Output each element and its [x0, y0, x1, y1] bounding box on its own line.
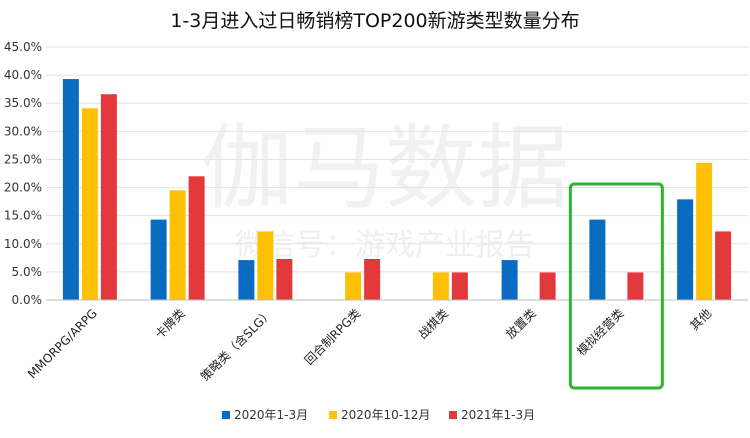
y-tick-label: 40.0% — [4, 68, 42, 82]
bar — [169, 190, 186, 300]
bar — [364, 258, 381, 300]
watermark-logo-text: 伽马数据 — [201, 115, 569, 222]
bar — [696, 162, 713, 300]
legend-swatch — [449, 411, 457, 419]
x-axis-categories: MMORPG/ARPG 卡牌类 策略类（含SLG） 回合制RPG类 战棋类 放置类 模拟经营… — [25, 306, 714, 384]
bar — [677, 199, 694, 300]
bar — [62, 79, 79, 301]
bar — [150, 219, 167, 300]
y-tick-label: 5.0% — [12, 265, 43, 279]
y-tick-label: 35.0% — [4, 96, 42, 110]
x-category-label: 模拟经营类 — [574, 306, 626, 358]
x-category-label: 放置类 — [503, 306, 539, 342]
legend-label: 2020年10-12月 — [341, 408, 430, 422]
bars — [62, 79, 732, 301]
bar — [501, 260, 518, 300]
bar — [100, 94, 117, 300]
x-category-label: MMORPG/ARPG — [25, 306, 100, 381]
bar — [257, 231, 274, 300]
x-category-label: 策略类（含SLG） — [197, 306, 275, 384]
x-category-label: 回合制RPG类 — [301, 306, 363, 368]
bar — [276, 258, 293, 300]
x-category-label: 其他 — [687, 306, 714, 333]
bar — [345, 272, 362, 300]
legend-label: 2021年1-3月 — [461, 408, 535, 422]
chart-title: 1-3月进入过日畅销榜TOP200新游类型数量分布 — [170, 10, 579, 32]
legend: 2020年1-3月 2020年10-12月 2021年1-3月 — [222, 408, 535, 422]
y-tick-label: 25.0% — [4, 152, 42, 166]
y-tick-label: 0.0% — [12, 293, 43, 307]
watermark-subtext: 微信号：游戏产业报告 — [235, 228, 535, 263]
legend-swatch — [222, 411, 230, 419]
x-category-label: 战棋类 — [416, 306, 451, 341]
legend-swatch — [329, 411, 337, 419]
y-tick-label: 10.0% — [4, 237, 42, 251]
bar — [715, 231, 732, 300]
bar — [627, 272, 644, 300]
legend-label: 2020年1-3月 — [234, 408, 308, 422]
x-category-label: 卡牌类 — [152, 306, 187, 341]
bar — [451, 272, 468, 300]
y-tick-label: 15.0% — [4, 209, 42, 223]
y-axis-ticks: 0.0% 5.0% 10.0% 15.0% 20.0% 25.0% 30.0% 35.0% 40… — [4, 40, 42, 307]
y-tick-label: 30.0% — [4, 124, 42, 138]
y-tick-label: 20.0% — [4, 181, 42, 195]
bar — [188, 176, 205, 300]
bar — [238, 260, 255, 300]
highlight-box — [568, 182, 664, 390]
y-tick-label: 45.0% — [4, 40, 42, 54]
bar — [432, 272, 449, 300]
bar — [589, 219, 606, 300]
bar — [539, 272, 556, 300]
bar — [81, 108, 98, 300]
